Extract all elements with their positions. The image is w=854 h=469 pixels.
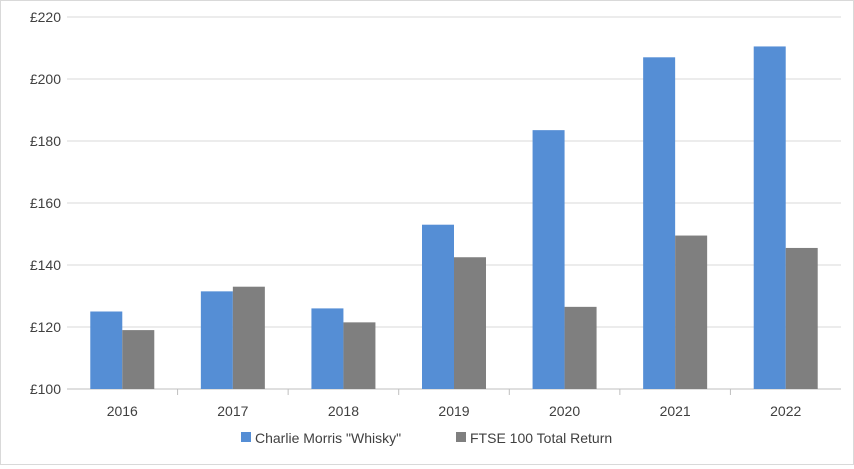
bar-series-0-2018 <box>311 308 344 389</box>
x-tick-label: 2020 <box>549 403 580 419</box>
bar-series-0-2022 <box>753 46 786 389</box>
legend-swatch-1 <box>456 432 466 442</box>
bar-series-0-2016 <box>90 311 123 389</box>
x-tick-label: 2022 <box>770 403 801 419</box>
y-axis: £100 £120 £140 £160 £180 £200 £220 <box>30 9 61 397</box>
y-tick-label: £140 <box>30 257 61 273</box>
bar-series-1-2017 <box>232 286 265 389</box>
legend-swatch-0 <box>241 432 251 442</box>
y-tick-label: £180 <box>30 133 61 149</box>
legend-label-1: FTSE 100 Total Return <box>470 430 612 446</box>
x-tick-label: 2018 <box>328 403 359 419</box>
x-axis: 2016 2017 2018 2019 2020 2021 2022 <box>107 389 801 419</box>
bars <box>90 46 818 390</box>
x-tick-label: 2019 <box>438 403 469 419</box>
bar-series-0-2021 <box>643 57 676 390</box>
x-tick-label: 2021 <box>660 403 691 419</box>
bar-series-0-2019 <box>422 224 454 389</box>
legend-label-0: Charlie Morris "Whisky" <box>255 430 401 446</box>
y-tick-label: £100 <box>30 381 61 397</box>
bar-series-1-2019 <box>454 257 486 389</box>
bar-series-0-2017 <box>200 291 233 389</box>
legend: Charlie Morris "Whisky" FTSE 100 Total Re… <box>241 430 612 446</box>
bar-series-1-2016 <box>122 330 155 389</box>
bar-series-1-2018 <box>343 322 376 389</box>
bar-series-1-2021 <box>675 235 708 389</box>
y-tick-label: £200 <box>30 71 61 87</box>
y-tick-label: £120 <box>30 319 61 335</box>
y-tick-label: £220 <box>30 9 61 25</box>
x-tick-label: 2017 <box>217 403 248 419</box>
bar-series-1-2022 <box>785 247 818 389</box>
bar-series-0-2020 <box>532 130 565 389</box>
bar-series-1-2020 <box>564 306 597 389</box>
x-tick-label: 2016 <box>107 403 138 419</box>
y-tick-label: £160 <box>30 195 61 211</box>
